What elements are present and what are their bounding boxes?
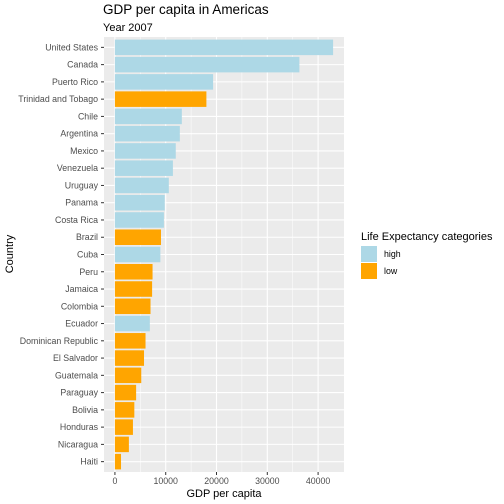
y-tick-label: Guatemala	[55, 370, 98, 380]
legend-key-high	[361, 246, 377, 262]
x-tick-label: 40000	[306, 476, 331, 486]
y-tick-label: Trinidad and Tobago	[18, 94, 98, 104]
bar	[114, 125, 180, 142]
y-tick-label: Dominican Republic	[20, 336, 99, 346]
y-tick-label: El Salvador	[53, 353, 98, 363]
y-tick-label: Colombia	[61, 301, 98, 311]
bar	[114, 402, 135, 418]
bar	[114, 263, 153, 280]
chart-title: GDP per capita in Americas	[103, 2, 269, 17]
bar	[114, 212, 164, 228]
bar	[114, 229, 161, 246]
y-tick-label: Brazil	[76, 232, 98, 242]
y-tick-label: Bolivia	[72, 405, 98, 415]
legend: Life Expectancy categories high low	[361, 231, 493, 279]
y-tick-label: Argentina	[60, 129, 98, 139]
y-tick-label: Ecuador	[65, 319, 98, 329]
y-tick-label: Honduras	[60, 422, 99, 432]
x-axis-tick-labels: 0 10000 20000 30000 40000	[112, 472, 330, 486]
y-tick-label: Paraguay	[60, 388, 98, 398]
x-tick-label: 30000	[255, 476, 280, 486]
bar	[114, 453, 122, 470]
bar	[114, 367, 142, 384]
bar	[114, 436, 129, 453]
y-tick-label: Venezuela	[57, 163, 98, 173]
y-tick-label: Puerto Rico	[52, 77, 98, 87]
bar	[114, 143, 176, 159]
bar	[114, 350, 145, 366]
y-axis-title: Country	[4, 234, 16, 273]
bar	[114, 419, 133, 435]
bar	[114, 74, 214, 90]
y-tick-label: Chile	[78, 111, 98, 121]
y-tick-label: Canada	[67, 60, 98, 70]
y-tick-label: Peru	[79, 267, 98, 277]
bar	[114, 315, 150, 332]
x-axis-title: GDP per capita	[186, 488, 262, 500]
bar	[114, 160, 173, 176]
bar	[114, 39, 334, 56]
bar	[114, 298, 151, 315]
y-tick-label: Haiti	[80, 457, 98, 467]
x-tick-label: 0	[112, 476, 117, 486]
legend-title: Life Expectancy categories	[361, 231, 493, 243]
y-tick-label: Uruguay	[65, 180, 99, 190]
bar	[114, 177, 169, 194]
y-axis-tick-labels: United States Canada Puerto Rico Trinidad a…	[18, 42, 104, 467]
bar	[114, 56, 300, 73]
bar	[114, 108, 182, 125]
y-tick-label: Cuba	[77, 250, 98, 260]
x-tick-label: 10000	[153, 476, 178, 486]
y-tick-label: Nicaragua	[58, 439, 98, 449]
bar	[114, 91, 207, 107]
legend-label-high: high	[384, 249, 401, 259]
bars	[114, 39, 334, 470]
x-tick-label: 20000	[204, 476, 229, 486]
bar	[114, 384, 137, 401]
bar	[114, 281, 153, 297]
y-tick-label: Jamaica	[65, 284, 98, 294]
y-tick-label: Mexico	[70, 146, 98, 156]
y-tick-label: Panama	[65, 198, 98, 208]
legend-key-low	[361, 263, 377, 279]
legend-label-low: low	[384, 266, 398, 276]
bar	[114, 194, 165, 211]
chart-subtitle: Year 2007	[103, 22, 153, 34]
bar	[114, 246, 161, 263]
y-tick-label: United States	[45, 42, 98, 52]
bar	[114, 333, 146, 349]
y-tick-label: Costa Rica	[55, 215, 98, 225]
